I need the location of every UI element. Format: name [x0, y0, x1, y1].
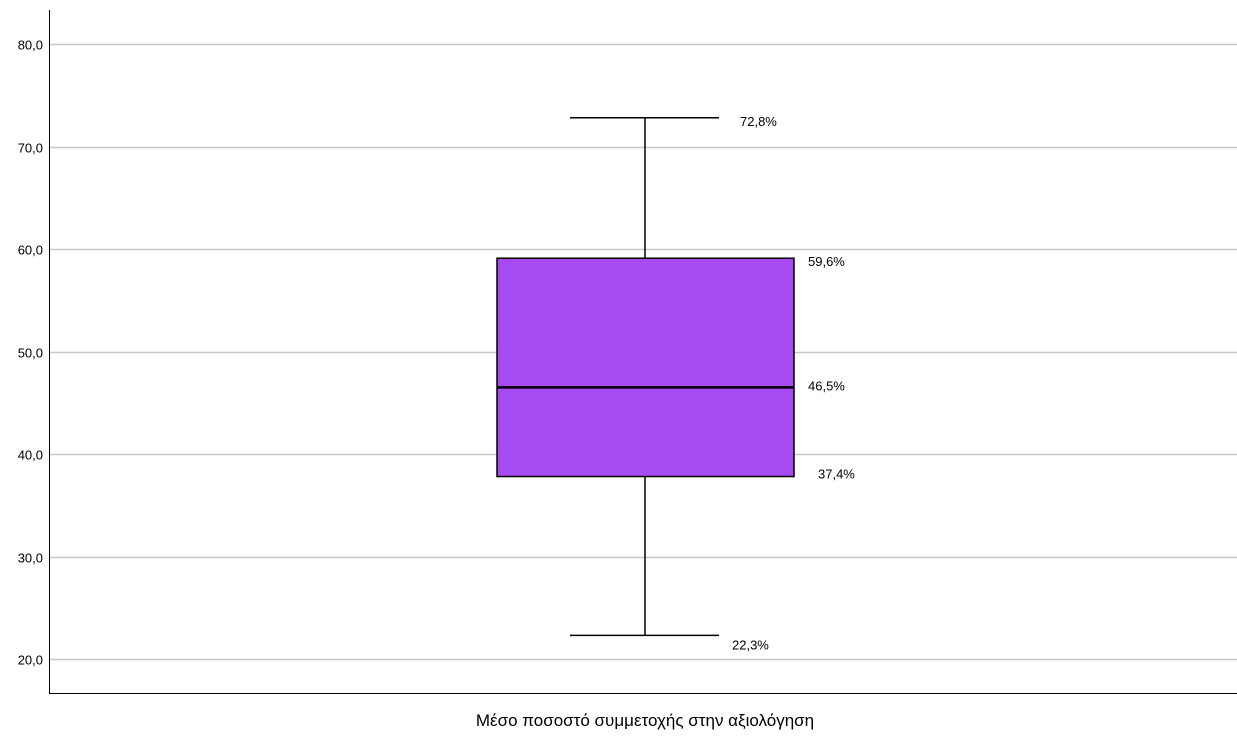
- interquartile-box: [496, 257, 795, 478]
- y-tick-label: 80,0: [18, 38, 43, 53]
- y-tick-label: 60,0: [18, 243, 43, 258]
- y-tick-label: 20,0: [18, 653, 43, 668]
- y-tick-label: 50,0: [18, 346, 43, 361]
- min-value-label: 22,3%: [732, 637, 769, 652]
- y-tick-labels: 20,0 30,0 40,0 50,0 60,0 70,0 80,0: [18, 38, 43, 668]
- q1-value-label: 37,4%: [818, 467, 855, 482]
- axes: [49, 10, 1237, 694]
- median-value-label: 46,5%: [808, 378, 845, 393]
- y-tick-label: 70,0: [18, 141, 43, 156]
- x-axis-title: Μέσο ποσοστό συμμετοχής στην αξιολόγηση: [476, 711, 814, 730]
- y-tick-label: 30,0: [18, 551, 43, 566]
- data-labels: 72,8% 59,6% 46,5% 37,4% 22,3%: [732, 114, 855, 653]
- max-value-label: 72,8%: [740, 114, 777, 129]
- y-tick-label: 40,0: [18, 448, 43, 463]
- box-plot: [496, 117, 795, 637]
- q3-value-label: 59,6%: [808, 254, 845, 269]
